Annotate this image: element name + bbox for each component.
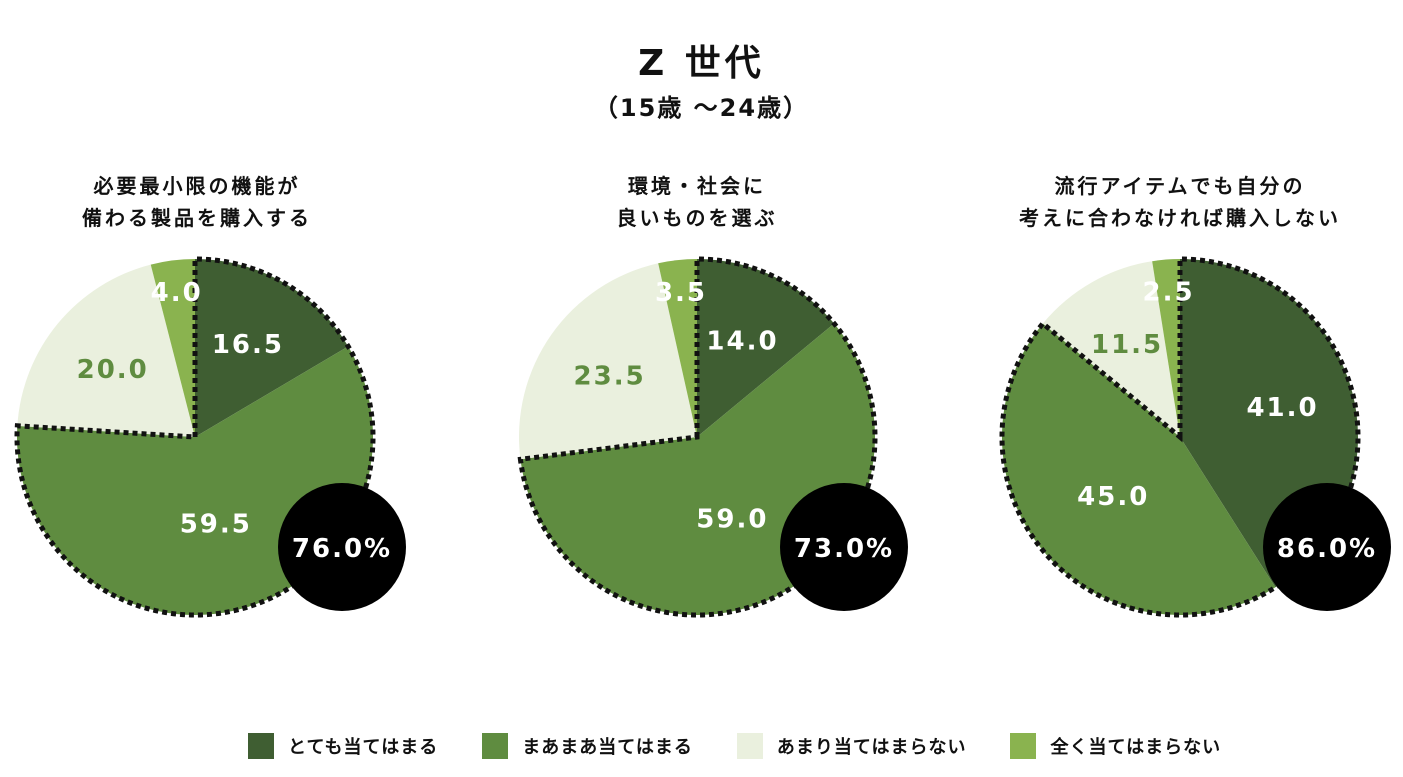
legend-item-not-at-all: 全く当てはまらない bbox=[1010, 733, 1221, 759]
slice-label: 11.5 bbox=[1091, 330, 1163, 360]
slice-label: 4.0 bbox=[151, 278, 203, 308]
legend-item-not-much: あまり当てはまらない bbox=[736, 733, 967, 759]
total-badge-label: 76.0% bbox=[292, 534, 392, 564]
slice-label: 3.5 bbox=[655, 278, 707, 308]
highlight-outline bbox=[14, 256, 376, 618]
chart-1-question-line1: 必要最小限の機能が bbox=[93, 174, 301, 198]
pie-slice bbox=[1042, 261, 1180, 437]
slice-label: 16.5 bbox=[212, 330, 284, 360]
chart-2-question: 環境・社会に 良いものを選ぶ bbox=[487, 170, 907, 234]
legend-label: とても当てはまる bbox=[288, 737, 439, 758]
chart-3-question-line1: 流行アイテムでも自分の bbox=[1054, 174, 1306, 198]
pie-slice bbox=[518, 263, 697, 460]
legend-label: まあまあ当てはまる bbox=[522, 737, 693, 758]
slice-label: 41.0 bbox=[1246, 393, 1318, 423]
slice-label: 45.0 bbox=[1077, 482, 1149, 512]
slice-label: 20.0 bbox=[77, 355, 149, 385]
total-badge bbox=[1263, 483, 1391, 611]
pie-slice bbox=[17, 264, 195, 437]
chart-2-question-line2: 良いものを選ぶ bbox=[616, 206, 778, 230]
pie-slice bbox=[1002, 323, 1276, 615]
pie-slice bbox=[150, 259, 195, 437]
legend-swatch bbox=[482, 733, 509, 759]
legend-label: 全く当てはまらない bbox=[1050, 737, 1222, 758]
page-title: Z 世代 bbox=[638, 43, 765, 84]
pie-slice bbox=[658, 259, 697, 437]
total-badge-label: 86.0% bbox=[1277, 534, 1377, 564]
legend-item-somewhat: まあまあ当てはまる bbox=[482, 733, 693, 759]
slice-label: 59.0 bbox=[696, 505, 768, 535]
total-badge bbox=[780, 483, 908, 611]
pie-slice bbox=[1152, 259, 1180, 437]
chart-1-question-line2: 備わる製品を購入する bbox=[82, 206, 312, 230]
legend-swatch bbox=[736, 733, 763, 759]
legend: とても当てはまる まあまあ当てはまる あまり当てはまらない 全く当てはまらない bbox=[248, 733, 1265, 759]
page-subtitle: （15歳 ～24歳） bbox=[593, 94, 810, 122]
legend-swatch bbox=[248, 733, 274, 759]
highlight-outline bbox=[999, 256, 1361, 618]
chart-1-question: 必要最小限の機能が 備わる製品を購入する bbox=[0, 170, 407, 234]
legend-swatch bbox=[1010, 733, 1037, 759]
legend-label: あまり当てはまらない bbox=[776, 737, 967, 758]
pie-slice bbox=[697, 259, 835, 437]
slice-label: 14.0 bbox=[706, 326, 778, 356]
chart-3-question: 流行アイテムでも自分の 考えに合わなければ購入しない bbox=[970, 170, 1390, 234]
legend-item-very: とても当てはまる bbox=[248, 733, 438, 759]
slice-label: 23.5 bbox=[574, 362, 646, 392]
chart-3-question-line2: 考えに合わなければ購入しない bbox=[1019, 206, 1341, 230]
total-badge-label: 73.0% bbox=[794, 534, 894, 564]
chart-2-question-line1: 環境・社会に bbox=[628, 174, 766, 198]
slice-label: 2.5 bbox=[1143, 277, 1195, 307]
slice-label: 59.5 bbox=[180, 510, 252, 540]
total-badge bbox=[278, 483, 406, 611]
pie-slice bbox=[195, 259, 349, 437]
